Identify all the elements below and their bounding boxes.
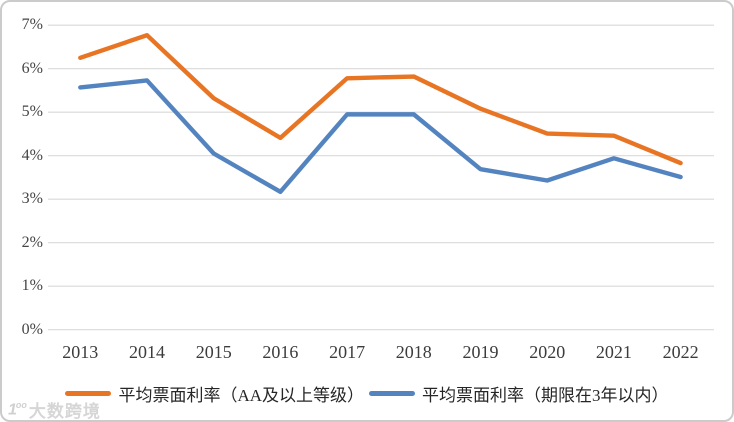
legend-item-within-3-years: 平均票面利率（期限在3年以内）	[369, 381, 669, 406]
watermark: 1oo 大数跨境	[8, 397, 101, 421]
series-line-0	[78, 33, 683, 166]
x-tick-label-2021: 2021	[595, 342, 632, 362]
legend-label-within-3-years: 平均票面利率（期限在3年以内）	[422, 386, 669, 405]
legend-label-aa-grade: 平均票面利率（AA及以上等级）	[118, 386, 365, 405]
y-tick-label: 3%	[21, 190, 43, 208]
legend-line-sample-blue-icon	[369, 391, 416, 396]
y-tick-label: 5%	[21, 103, 43, 121]
series-line-1	[78, 78, 683, 195]
legend-item-aa-grade: 平均票面利率（AA及以上等级）	[65, 381, 364, 406]
watermark-text: 大数跨境	[28, 402, 101, 421]
x-tick-label-2013: 2013	[62, 342, 99, 362]
y-tick-label: 1%	[21, 277, 43, 295]
x-tick-label-2019: 2019	[462, 342, 499, 362]
y-tick-label: 6%	[21, 59, 43, 77]
y-tick-label: 0%	[21, 320, 43, 338]
legend-line-sample-orange-icon	[65, 391, 112, 396]
y-tick-label: 4%	[21, 146, 43, 164]
y-tick-label: 2%	[21, 233, 43, 251]
y-tick-label: 7%	[21, 16, 43, 34]
x-tick-label-2014: 2014	[129, 342, 165, 362]
legend: 平均票面利率（AA及以上等级） 平均票面利率（期限在3年以内）	[2, 381, 732, 406]
x-tick-label-2022: 2022	[662, 342, 699, 362]
x-tick-label-2017: 2017	[329, 342, 366, 362]
watermark-logo-icon: 1oo	[8, 399, 27, 419]
x-tick-label-2015: 2015	[195, 342, 232, 362]
x-tick-label-2016: 2016	[262, 342, 299, 362]
x-tick-label-2020: 2020	[529, 342, 566, 362]
x-tick-label-2018: 2018	[395, 342, 432, 362]
